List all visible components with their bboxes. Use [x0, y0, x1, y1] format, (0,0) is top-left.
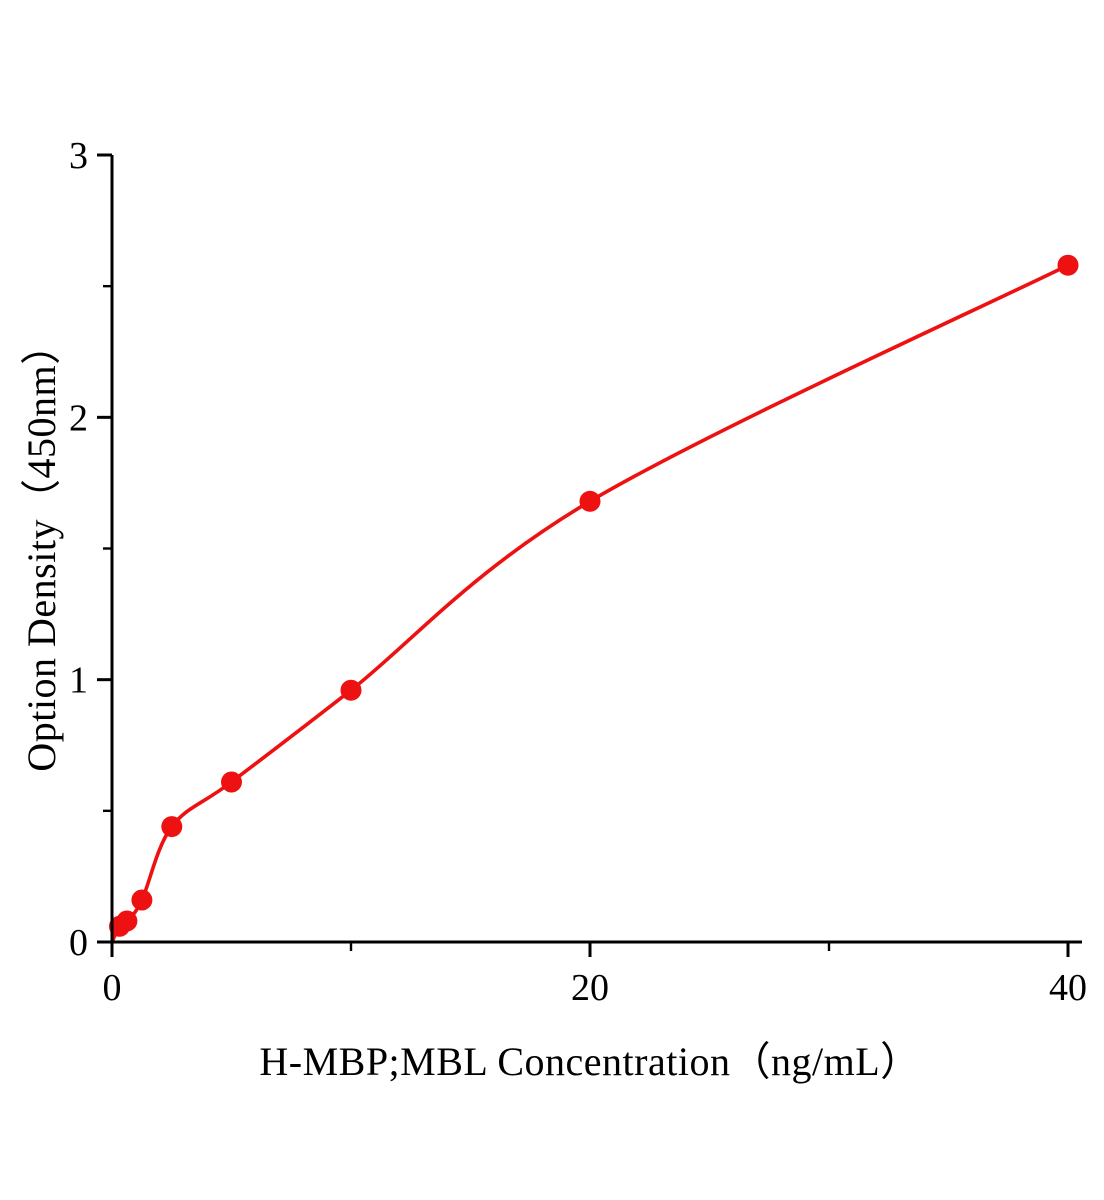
- x-tick-label: 20: [571, 967, 609, 1009]
- data-point: [340, 679, 362, 701]
- data-point: [116, 910, 138, 932]
- y-axis-title: Option Density（450nm）: [19, 324, 64, 772]
- y-tick-label: 3: [69, 135, 88, 177]
- fit-curve: [110, 263, 1070, 944]
- y-tick-label: 1: [69, 660, 88, 702]
- y-tick-label: 2: [69, 397, 88, 439]
- x-axis-title: H-MBP;MBL Concentration（ng/mL）: [259, 1039, 921, 1084]
- x-tick-label: 40: [1049, 967, 1087, 1009]
- data-point: [221, 771, 242, 793]
- y-tick-label: 0: [69, 922, 88, 964]
- data-point: [1057, 254, 1079, 276]
- data-point: [161, 816, 183, 838]
- data-point: [131, 889, 153, 911]
- data-point: [579, 490, 601, 512]
- x-tick-label: 0: [103, 967, 122, 1009]
